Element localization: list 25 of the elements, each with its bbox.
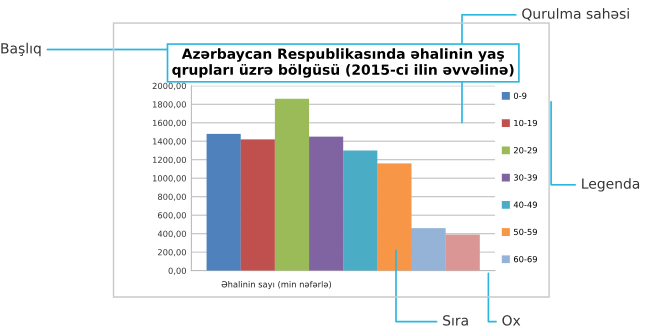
y-tick-label: 0,00 — [168, 268, 186, 275]
y-tick-label: 1800,00 — [152, 101, 186, 108]
text: Qurulma sahəsi — [522, 8, 629, 20]
text: Başlıq — [1, 42, 41, 56]
y-tick-label: 400,00 — [158, 230, 186, 238]
y-tick-label: 1200,00 — [152, 156, 186, 164]
legend-label: 60-69 — [514, 256, 537, 262]
y-tick-label: 1600,00 — [152, 120, 186, 127]
chart-title: Azərbaycan Respublikasında əhalinin yaş qrupları üzrə bölgüsü (2015-ci ilin əvvəlinə) — [172, 48, 514, 78]
y-tick-label: 600,00 — [158, 212, 186, 220]
legend-label: 0-9 — [514, 92, 526, 99]
legend-label: 50-59 — [514, 228, 537, 236]
x-axis-title: Əhalinin sayı (min nəfərlə) — [222, 281, 332, 290]
text: Sıra — [443, 315, 468, 326]
text: Legenda — [582, 178, 640, 192]
legend-label: 40-49 — [514, 202, 537, 208]
text: Ox — [502, 315, 520, 326]
legend-label: 30-39 — [514, 174, 537, 181]
y-tick-label: 2000,00 — [152, 82, 186, 90]
y-tick-label: 800,00 — [158, 194, 186, 201]
y-tick-label: 200,00 — [158, 249, 186, 256]
legend-label: 20-29 — [514, 147, 537, 154]
y-tick-label: 1000,00 — [152, 175, 186, 182]
y-tick-label: 1400,00 — [152, 138, 186, 146]
legend-label: 10-19 — [514, 120, 537, 126]
